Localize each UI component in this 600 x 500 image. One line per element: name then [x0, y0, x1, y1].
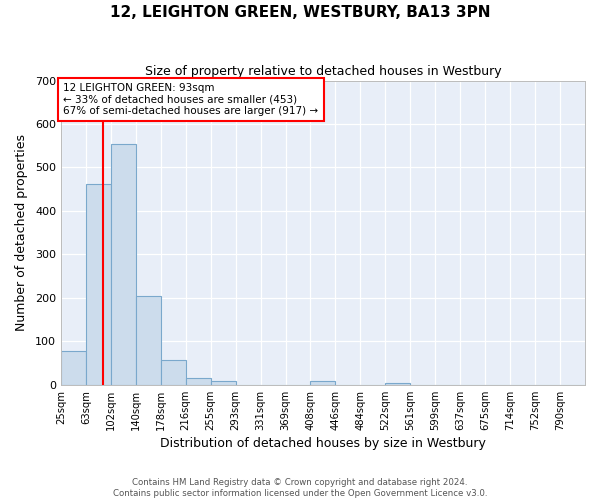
Text: 12 LEIGHTON GREEN: 93sqm
← 33% of detached houses are smaller (453)
67% of semi-: 12 LEIGHTON GREEN: 93sqm ← 33% of detach… [64, 82, 319, 116]
X-axis label: Distribution of detached houses by size in Westbury: Distribution of detached houses by size … [160, 437, 486, 450]
Bar [211, 382, 236, 385]
Bar [385, 382, 410, 385]
Bar [111, 144, 136, 385]
Text: 12, LEIGHTON GREEN, WESTBURY, BA13 3PN: 12, LEIGHTON GREEN, WESTBURY, BA13 3PN [110, 5, 490, 20]
Title: Size of property relative to detached houses in Westbury: Size of property relative to detached ho… [145, 65, 501, 78]
Bar [186, 378, 211, 385]
Bar [136, 296, 161, 385]
Bar [86, 184, 111, 385]
Bar [310, 382, 335, 385]
Bar [161, 360, 186, 385]
Text: Contains HM Land Registry data © Crown copyright and database right 2024.
Contai: Contains HM Land Registry data © Crown c… [113, 478, 487, 498]
Y-axis label: Number of detached properties: Number of detached properties [15, 134, 28, 331]
Bar [61, 351, 86, 385]
